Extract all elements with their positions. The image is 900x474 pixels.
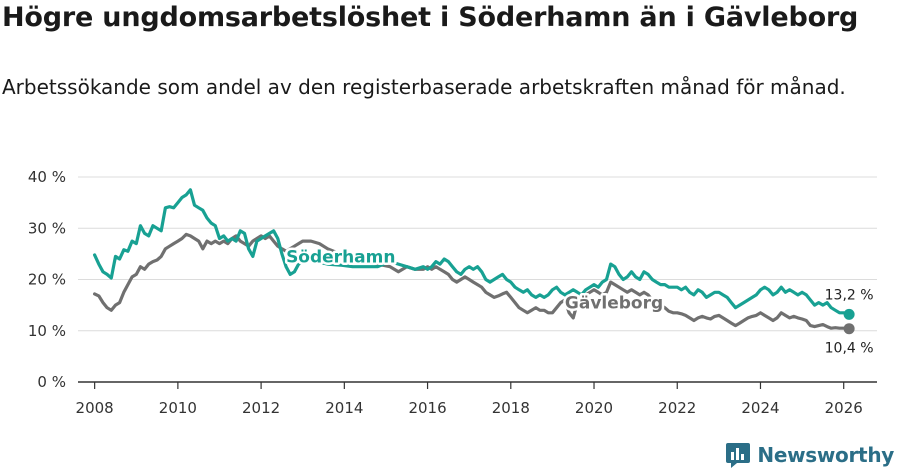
x-tick-label: 2010 [159, 399, 197, 417]
end-point-marker [843, 308, 855, 320]
end-value-label: 10,4 % [825, 341, 874, 357]
brand[interactable]: Newsworthy [725, 442, 894, 468]
newsworthy-logo-icon [726, 443, 751, 468]
y-tick-label: 30 % [28, 219, 66, 237]
y-tick-label: 20 % [28, 271, 66, 289]
x-tick-label: 2018 [492, 399, 530, 417]
brand-name: Newsworthy [757, 443, 894, 467]
x-tick-label: 2016 [408, 399, 446, 417]
end-value-label: 13,2 % [825, 287, 874, 303]
y-tick-label: 40 % [28, 168, 66, 186]
series-label: Gävleborg [565, 294, 663, 314]
series-line-söderhamn [93, 188, 851, 316]
page-title: Högre ungdomsarbetslöshet i Söderhamn än… [2, 2, 859, 33]
series-label: Söderhamn [286, 247, 395, 267]
end-point-marker [843, 323, 855, 335]
series-line-gävleborg [93, 232, 851, 331]
x-tick-label: 2008 [76, 399, 114, 417]
x-tick-label: 2024 [741, 399, 779, 417]
x-tick-label: 2014 [325, 399, 363, 417]
y-tick-label: 0 % [37, 373, 66, 391]
chart-subtitle: Arbetssökande som andel av den registerb… [2, 75, 846, 99]
y-tick-label: 10 % [28, 322, 66, 340]
x-tick-label: 2020 [575, 399, 613, 417]
x-tick-label: 2026 [825, 399, 863, 417]
x-tick-label: 2012 [242, 399, 280, 417]
x-tick-label: 2022 [658, 399, 696, 417]
